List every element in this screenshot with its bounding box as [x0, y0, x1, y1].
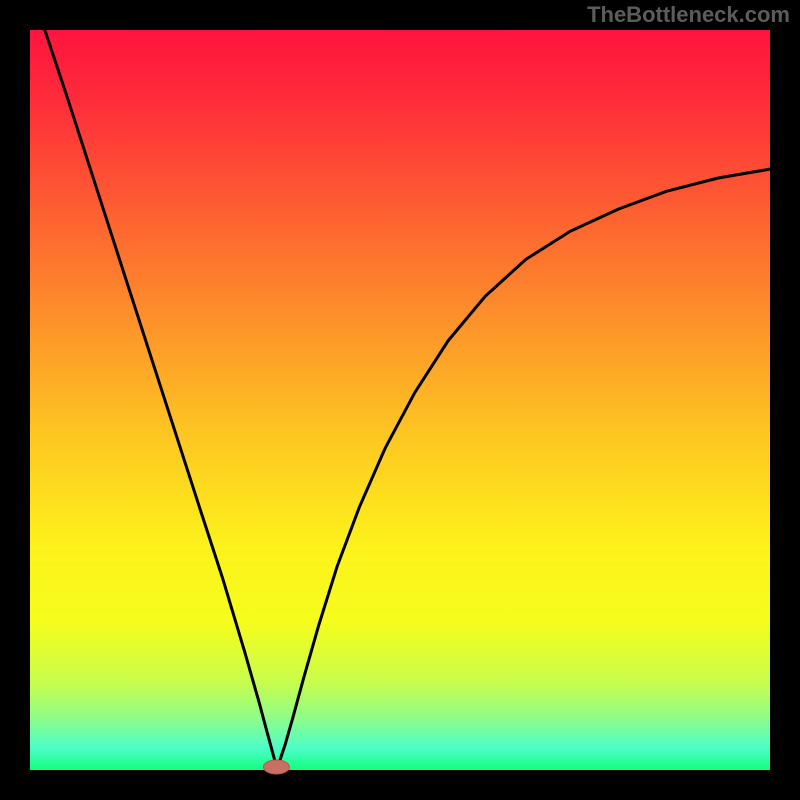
- minimum-marker: [263, 760, 289, 774]
- chart-container: { "watermark": { "text": "TheBottleneck.…: [0, 0, 800, 800]
- plot-background: [30, 30, 770, 770]
- watermark-text: TheBottleneck.com: [587, 2, 790, 28]
- bottleneck-chart: [0, 0, 800, 800]
